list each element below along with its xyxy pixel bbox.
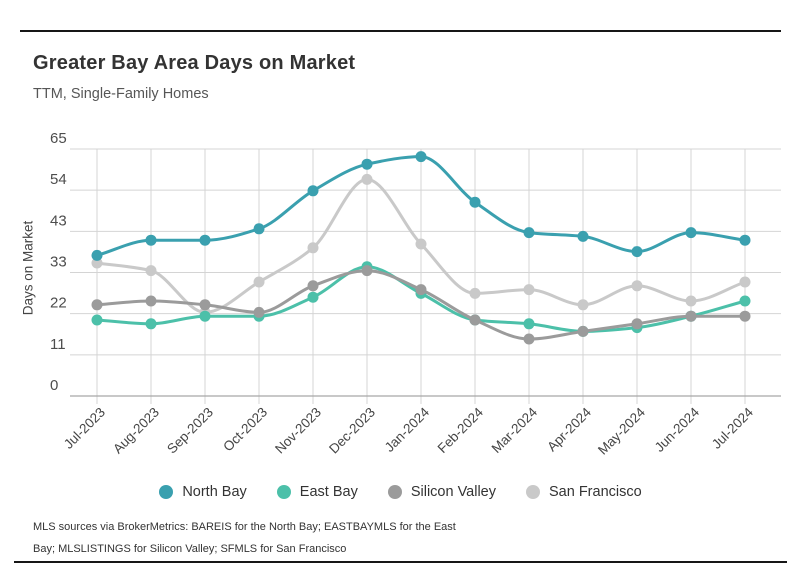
data-point-san-francisco (739, 276, 751, 288)
legend-dot-san-francisco (526, 485, 540, 499)
data-point-silicon-valley (469, 314, 481, 326)
data-point-north-bay (361, 158, 373, 170)
bottom-divider (14, 561, 787, 563)
legend-item-san-francisco: San Francisco (526, 484, 642, 500)
y-tick-label: 22 (50, 295, 67, 312)
data-point-san-francisco (253, 276, 265, 288)
x-tick-label: Jan-2024 (382, 404, 433, 455)
legend-item-silicon-valley: Silicon Valley (387, 484, 496, 500)
legend-label: San Francisco (549, 484, 642, 500)
data-point-silicon-valley (631, 318, 643, 330)
y-tick-label: 65 (50, 130, 67, 147)
legend-label: North Bay (182, 484, 247, 500)
y-tick-label: 0 (50, 377, 58, 394)
days-on-market-line-chart: 0 11 22 33 43 54 65 Jul-2023 Aug-2023 Sep-2023 Oct… (50, 130, 781, 458)
top-divider (20, 30, 781, 32)
data-point-north-bay (685, 227, 697, 239)
source-note-line1: MLS sources via BrokerMetrics: BAREIS fo… (33, 521, 456, 533)
data-point-north-bay (91, 249, 103, 261)
x-tick-label: Nov-2023 (272, 405, 324, 457)
data-point-east-bay (307, 291, 319, 303)
x-tick-label: Aug-2023 (110, 405, 162, 457)
data-point-silicon-valley (415, 284, 427, 296)
legend-label: East Bay (299, 484, 358, 500)
data-point-silicon-valley (145, 295, 157, 307)
data-point-silicon-valley (307, 280, 319, 292)
y-tick-label: 54 (50, 171, 67, 188)
data-point-san-francisco (91, 257, 103, 269)
x-tick-label: Mar-2024 (489, 404, 541, 456)
legend-dot-silicon-valley (387, 485, 402, 499)
chart-legend: North Bay East Bay Silicon Valley San Franc… (0, 484, 801, 500)
data-point-north-bay (739, 234, 751, 246)
x-tick-label: Jul-2023 (61, 405, 108, 452)
data-point-east-bay (91, 314, 103, 326)
data-point-silicon-valley (577, 325, 589, 337)
data-point-north-bay (469, 196, 481, 208)
data-point-san-francisco (523, 284, 535, 296)
chart-subtitle: TTM, Single-Family Homes (33, 86, 209, 102)
data-point-silicon-valley (361, 265, 373, 277)
data-point-north-bay (145, 234, 157, 246)
data-point-san-francisco (577, 299, 589, 311)
legend-item-north-bay: North Bay (159, 484, 247, 500)
source-note-line2: Bay; MLSLISTINGS for Silicon Valley; SFM… (33, 543, 347, 555)
y-tick-label: 43 (50, 212, 67, 229)
data-point-san-francisco (685, 295, 697, 307)
data-point-silicon-valley (199, 299, 211, 311)
data-point-east-bay (199, 310, 211, 322)
data-point-san-francisco (415, 238, 427, 250)
data-point-north-bay (523, 227, 535, 239)
data-point-north-bay (253, 223, 265, 235)
data-point-north-bay (631, 246, 643, 258)
x-tick-label: Dec-2023 (326, 405, 378, 457)
x-tick-label: Feb-2024 (435, 404, 487, 456)
data-point-north-bay (199, 234, 211, 246)
data-point-san-francisco (361, 173, 373, 185)
legend-item-east-bay: East Bay (276, 484, 358, 500)
x-tick-label: Sep-2023 (164, 405, 216, 457)
chart-title: Greater Bay Area Days on Market (33, 52, 356, 74)
data-point-san-francisco (469, 287, 481, 299)
data-point-silicon-valley (685, 310, 697, 322)
data-point-silicon-valley (523, 333, 535, 345)
data-point-san-francisco (631, 280, 643, 292)
y-tick-label: 33 (50, 254, 67, 271)
data-point-silicon-valley (253, 306, 265, 318)
legend-dot-north-bay (159, 485, 174, 499)
x-tick-label: Apr-2024 (544, 404, 594, 454)
data-point-east-bay (523, 318, 535, 330)
y-tick-label: 11 (50, 336, 66, 353)
data-point-san-francisco (145, 265, 157, 277)
x-tick-label: Jul-2024 (709, 404, 757, 452)
data-point-north-bay (415, 151, 427, 163)
x-tick-label: May-2024 (595, 404, 648, 457)
x-tick-label: Oct-2023 (220, 405, 270, 455)
data-point-silicon-valley (739, 310, 751, 322)
x-tick-label: Jun-2024 (652, 404, 703, 455)
data-point-north-bay (577, 230, 589, 242)
data-point-silicon-valley (91, 299, 103, 311)
legend-label: Silicon Valley (410, 484, 496, 500)
data-point-san-francisco (307, 242, 319, 254)
legend-dot-east-bay (276, 485, 291, 499)
data-point-east-bay (739, 295, 751, 307)
data-point-east-bay (145, 318, 157, 330)
data-point-north-bay (307, 185, 319, 197)
